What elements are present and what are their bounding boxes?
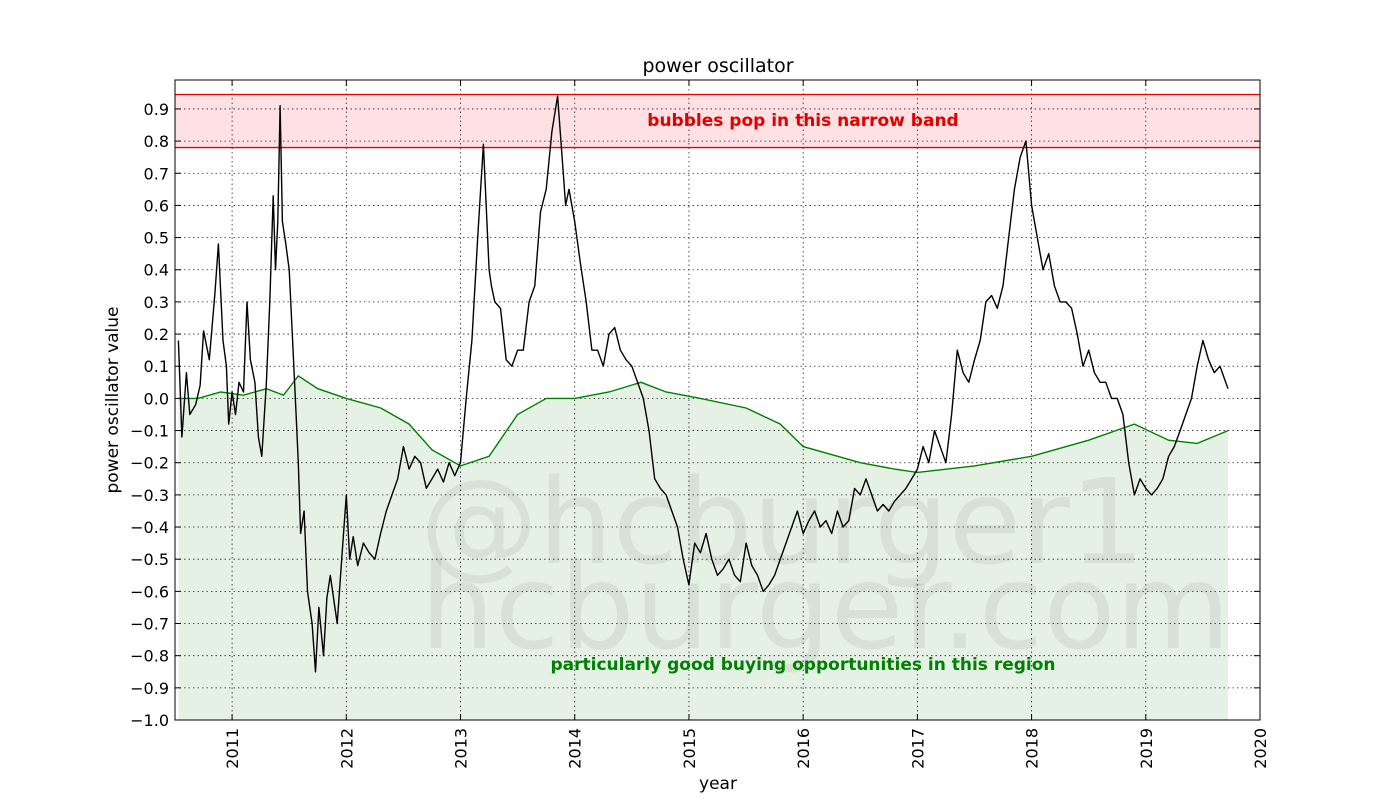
x-tick-label: 2018 bbox=[1023, 728, 1042, 769]
x-tick-label: 2013 bbox=[452, 728, 471, 769]
x-tick-label: 2014 bbox=[566, 728, 585, 769]
y-tick-label: −0.3 bbox=[130, 486, 169, 505]
y-tick-label: 0.7 bbox=[144, 164, 169, 183]
buying-opportunity-area bbox=[178, 375, 1228, 720]
y-tick-label: −1.0 bbox=[130, 711, 169, 730]
y-tick-label: 0.3 bbox=[144, 293, 169, 312]
y-tick-label: 0.0 bbox=[144, 389, 169, 408]
y-axis-title: power oscillator value bbox=[103, 306, 123, 493]
y-tick-label: −0.2 bbox=[130, 454, 169, 473]
y-tick-label: −0.6 bbox=[130, 582, 169, 601]
x-axis-ticks: 2011 2012 2013 2014 2015 2016 2017 2018 2019 2020 bbox=[223, 80, 1270, 769]
y-tick-label: −0.7 bbox=[130, 615, 169, 634]
x-tick-label: 2011 bbox=[223, 728, 242, 769]
bubble-band bbox=[175, 94, 1260, 148]
plot-frame bbox=[174, 79, 1261, 721]
y-tick-label: 0.6 bbox=[144, 196, 169, 215]
plot-area: @hcburger1 hcburger.com bubbles pop in t… bbox=[175, 80, 1260, 720]
x-axis-title: year bbox=[699, 774, 737, 794]
y-tick-label: 0.8 bbox=[144, 132, 169, 151]
grid bbox=[175, 80, 1260, 720]
y-tick-label: −0.1 bbox=[130, 422, 169, 441]
buying-region-annotation: particularly good buying opportunities i… bbox=[550, 655, 1055, 675]
y-tick-label: 0.9 bbox=[144, 100, 169, 119]
y-tick-label: −0.8 bbox=[130, 647, 169, 666]
y-tick-label: 0.5 bbox=[144, 229, 169, 248]
watermark-handle: @hcburger1 bbox=[420, 453, 1145, 591]
bubble-band-annotation: bubbles pop in this narrow band bbox=[647, 111, 958, 131]
lower-bound-line bbox=[178, 374, 1229, 474]
x-tick-label: 2016 bbox=[794, 728, 813, 769]
x-tick-label: 2015 bbox=[680, 728, 699, 769]
y-tick-label: −0.5 bbox=[130, 550, 169, 569]
y-tick-label: −0.4 bbox=[130, 518, 169, 537]
y-tick-label: 0.2 bbox=[144, 325, 169, 344]
chart-title: power oscillator bbox=[642, 55, 793, 77]
x-tick-label: 2019 bbox=[1137, 728, 1156, 769]
y-axis-ticks: −1.0 −0.9 −0.8 −0.7 −0.6 −0.5 −0.4 −0.3 −0.2 −0.1… bbox=[130, 100, 1260, 730]
x-tick-label: 2020 bbox=[1251, 728, 1270, 769]
y-tick-label: 0.1 bbox=[144, 357, 169, 376]
oscillator-line bbox=[177, 95, 1229, 673]
x-tick-label: 2017 bbox=[908, 728, 927, 769]
y-tick-label: 0.4 bbox=[144, 261, 169, 280]
watermark-site: hcburger.com bbox=[420, 538, 1231, 676]
x-tick-label: 2012 bbox=[337, 728, 356, 769]
y-tick-label: −0.9 bbox=[130, 679, 169, 698]
